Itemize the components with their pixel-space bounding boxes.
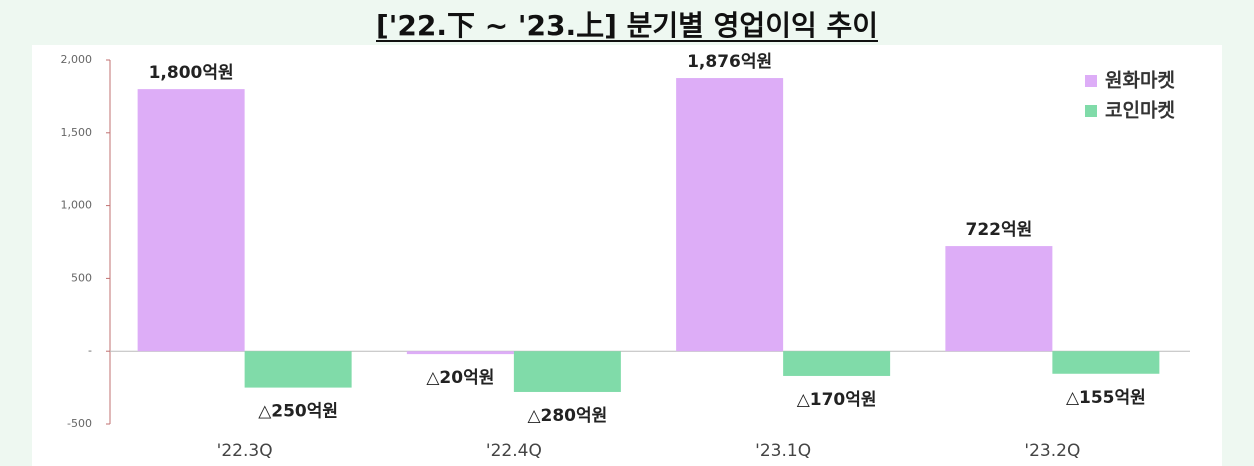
bar — [676, 78, 784, 352]
y-tick-label: - — [88, 344, 92, 357]
value-label: △20억원 — [426, 368, 494, 388]
bar — [406, 351, 514, 355]
value-label: 1,876억원 — [687, 52, 772, 72]
y-tick-label: 2,000 — [61, 53, 93, 66]
legend-swatch — [1085, 75, 1097, 87]
value-label: 722억원 — [965, 220, 1032, 240]
bar — [783, 351, 891, 376]
y-tick-label: -500 — [67, 417, 92, 430]
value-label: △250억원 — [258, 402, 338, 422]
bar — [945, 246, 1053, 352]
bar — [137, 89, 245, 352]
x-tick-label: '22.3Q — [217, 441, 273, 461]
legend-swatch — [1085, 105, 1097, 117]
value-label: △170억원 — [797, 390, 877, 410]
bar — [513, 351, 621, 392]
x-tick-label: '23.1Q — [755, 441, 811, 461]
y-tick-label: 500 — [71, 271, 92, 284]
legend-label: 코인마켓 — [1105, 100, 1175, 122]
value-label: 1,800억원 — [149, 63, 234, 83]
chart-title: ['22.下 ~ '23.上] 분기별 영업이익 추이 — [376, 9, 878, 42]
y-tick-label: 1,500 — [61, 126, 93, 139]
y-tick-label: 1,000 — [61, 199, 93, 212]
value-label: △280억원 — [527, 406, 607, 426]
bar — [1052, 351, 1160, 374]
legend-label: 원화마켓 — [1105, 70, 1175, 92]
value-label: △155억원 — [1066, 388, 1146, 408]
bar — [244, 351, 352, 388]
x-tick-label: '23.2Q — [1024, 441, 1080, 461]
x-tick-label: '22.4Q — [486, 441, 542, 461]
